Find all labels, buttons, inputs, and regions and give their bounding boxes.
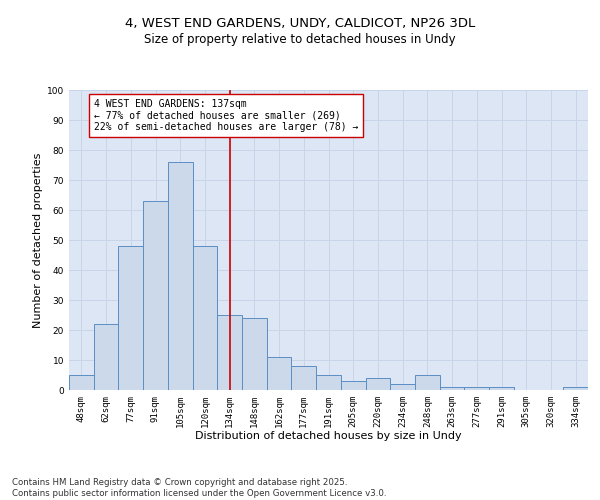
- Text: Contains HM Land Registry data © Crown copyright and database right 2025.
Contai: Contains HM Land Registry data © Crown c…: [12, 478, 386, 498]
- Y-axis label: Number of detached properties: Number of detached properties: [33, 152, 43, 328]
- Bar: [464, 387, 489, 390]
- Bar: [94, 324, 118, 390]
- Bar: [267, 357, 292, 390]
- Bar: [341, 381, 365, 390]
- Bar: [440, 387, 464, 390]
- Bar: [118, 246, 143, 390]
- Bar: [143, 201, 168, 390]
- Bar: [365, 378, 390, 390]
- Bar: [193, 246, 217, 390]
- Bar: [563, 387, 588, 390]
- Bar: [242, 318, 267, 390]
- Text: Size of property relative to detached houses in Undy: Size of property relative to detached ho…: [144, 32, 456, 46]
- Text: 4, WEST END GARDENS, UNDY, CALDICOT, NP26 3DL: 4, WEST END GARDENS, UNDY, CALDICOT, NP2…: [125, 18, 475, 30]
- Text: 4 WEST END GARDENS: 137sqm
← 77% of detached houses are smaller (269)
22% of sem: 4 WEST END GARDENS: 137sqm ← 77% of deta…: [94, 99, 358, 132]
- Bar: [415, 375, 440, 390]
- Bar: [292, 366, 316, 390]
- Bar: [217, 315, 242, 390]
- Bar: [69, 375, 94, 390]
- Bar: [168, 162, 193, 390]
- Bar: [390, 384, 415, 390]
- Bar: [489, 387, 514, 390]
- Bar: [316, 375, 341, 390]
- X-axis label: Distribution of detached houses by size in Undy: Distribution of detached houses by size …: [195, 432, 462, 442]
